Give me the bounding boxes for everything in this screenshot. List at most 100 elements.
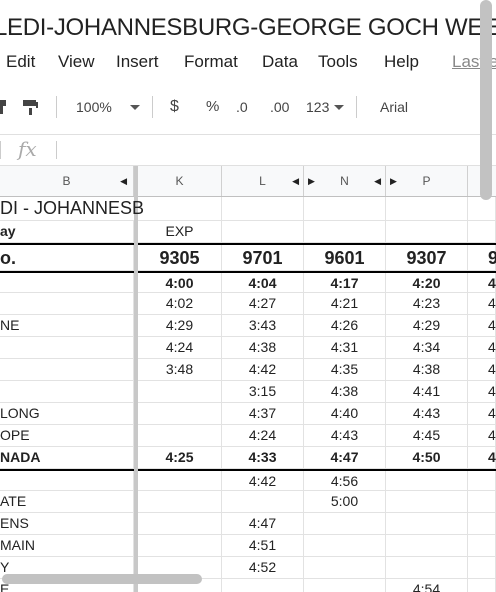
menu-data[interactable]: Data [262,52,298,71]
cell-k[interactable] [138,557,222,578]
cell-p[interactable]: 4:50 [386,447,468,468]
cell-extra[interactable] [468,513,496,534]
horizontal-scrollbar[interactable] [2,574,202,584]
cell-b[interactable]: Y [0,557,134,578]
cell-extra[interactable]: 9 [468,245,496,270]
cell-p[interactable]: 4:38 [386,359,468,380]
font-select[interactable]: Arial [380,99,409,115]
collapse-left-icon[interactable]: ◀ [374,176,381,186]
cell-p[interactable]: 4:41 [386,381,468,402]
paint-format-icon[interactable] [0,98,10,120]
percent-format-button[interactable]: % [206,98,220,115]
cell-l[interactable]: 4:47 [222,513,304,534]
cell-k[interactable]: 4:00 [138,273,222,292]
cell-p[interactable]: 4:54 [386,579,468,592]
column-header-l[interactable]: L ◀ [222,166,304,196]
cell-b[interactable]: DI - JOHANNESB [0,198,145,218]
cell-b[interactable]: ay [0,221,134,242]
cell-extra[interactable]: 4 [468,381,496,402]
cell-n[interactable]: 4:26 [304,315,386,336]
cell-n[interactable] [304,557,386,578]
cell-p[interactable]: 4:45 [386,425,468,446]
cell-p[interactable]: 4:43 [386,403,468,424]
cell-b[interactable] [0,359,134,380]
cell-k[interactable] [138,381,222,402]
menu-help[interactable]: Help [384,52,419,71]
cell-b[interactable]: o. [0,245,134,270]
cell-n[interactable]: 4:40 [304,403,386,424]
cell-extra[interactable]: 4 [468,273,496,292]
cell-b[interactable] [0,337,134,358]
cell-p[interactable] [386,535,468,556]
cell-l[interactable] [222,197,304,220]
collapse-left-icon[interactable]: ◀ [292,176,299,186]
cell-n[interactable]: 4:43 [304,425,386,446]
zoom-select[interactable]: 100% [76,99,112,115]
collapse-left-icon[interactable]: ◀ [120,176,127,186]
cell-k[interactable] [138,425,222,446]
cell-n[interactable] [304,535,386,556]
cell-k[interactable] [138,513,222,534]
cell-b[interactable] [0,273,134,292]
menu-edit[interactable]: Edit [6,52,36,71]
cell-extra[interactable]: 4 [468,403,496,424]
cell-p[interactable]: 4:20 [386,273,468,292]
menu-view[interactable]: View [58,52,95,71]
cell-k[interactable]: 4:25 [138,447,222,468]
cell-l[interactable]: 4:24 [222,425,304,446]
currency-format-button[interactable]: $ [170,98,179,115]
menu-format[interactable]: Format [184,52,238,71]
cell-b[interactable]: NADA [0,447,134,468]
cell-extra[interactable] [468,535,496,556]
cell-p[interactable] [386,471,468,490]
cell-l[interactable]: 9701 [222,245,304,270]
cell-k[interactable]: 4:29 [138,315,222,336]
cell-n[interactable] [304,221,386,242]
cell-l[interactable]: 3:43 [222,315,304,336]
cell-n[interactable]: 4:38 [304,381,386,402]
expand-right-icon[interactable]: ▶ [308,176,315,186]
cell-p[interactable]: 9307 [386,245,468,270]
cell-l[interactable] [222,491,304,512]
cell-n[interactable]: 4:56 [304,471,386,490]
cell-p[interactable] [386,197,468,220]
cell-b[interactable]: E [0,579,134,592]
number-format-button[interactable]: 123 [306,99,330,115]
cell-k[interactable] [138,471,222,490]
menu-insert[interactable]: Insert [116,52,159,71]
cell-b[interactable]: ATE [0,491,134,512]
cell-extra[interactable]: 4 [468,447,496,468]
cell-b[interactable] [0,471,134,490]
decrease-decimal-button[interactable]: .0 [236,99,248,115]
cell-n[interactable] [304,197,386,220]
cell-b[interactable] [0,293,134,314]
cell-n[interactable] [304,579,386,592]
cell-k[interactable]: 9305 [138,245,222,270]
column-header-k[interactable]: K [138,166,222,196]
vertical-scrollbar[interactable] [480,0,492,200]
cell-extra[interactable] [468,579,496,592]
cell-k[interactable] [138,491,222,512]
cell-p[interactable]: 4:29 [386,315,468,336]
cell-l[interactable]: 4:52 [222,557,304,578]
expand-right-icon[interactable]: ▶ [390,176,397,186]
frozen-column-divider[interactable] [134,166,138,592]
cell-l[interactable]: 3:15 [222,381,304,402]
column-header-n[interactable]: ▶ N ◀ [304,166,386,196]
cell-l[interactable]: 4:42 [222,359,304,380]
cell-extra[interactable] [468,557,496,578]
chevron-down-icon[interactable] [130,98,140,120]
cell-n[interactable]: 4:21 [304,293,386,314]
cell-p[interactable] [386,221,468,242]
cell-extra[interactable]: 4 [468,425,496,446]
cell-n[interactable]: 4:35 [304,359,386,380]
cell-k[interactable]: 4:02 [138,293,222,314]
menu-tools[interactable]: Tools [318,52,358,71]
cell-l[interactable] [222,579,304,592]
cell-n[interactable]: 5:00 [304,491,386,512]
cell-n[interactable] [304,513,386,534]
cell-l[interactable]: 4:51 [222,535,304,556]
cell-b[interactable]: LONG [0,403,134,424]
column-header-p[interactable]: ▶ P [386,166,468,196]
chevron-down-icon[interactable] [334,98,344,120]
